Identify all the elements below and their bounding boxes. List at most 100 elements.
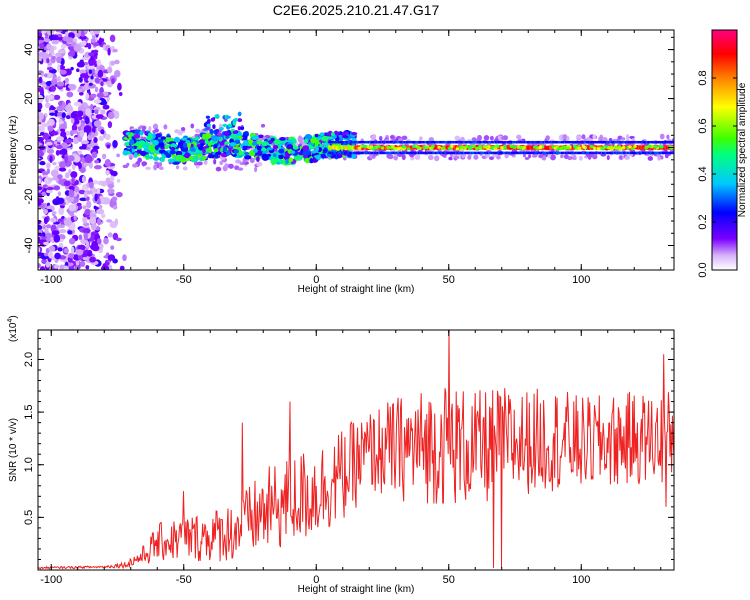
spectrogram-cell	[272, 153, 277, 158]
spectrogram-cell	[251, 135, 259, 141]
spectrogram-cell	[40, 221, 45, 227]
spectrogram-cell	[647, 156, 654, 161]
spectrogram-cell	[114, 218, 119, 226]
spectrogram-cell	[61, 112, 66, 119]
spectrogram-cell	[288, 157, 294, 163]
spectrogram-cell	[428, 137, 434, 142]
spectrogram-cell	[48, 120, 53, 128]
spectrogram-cell	[67, 230, 73, 235]
spectrogram-cell	[87, 42, 92, 50]
spectrogram-cell	[617, 135, 623, 140]
spectrogram-cell	[92, 49, 99, 54]
spectrogram-cell	[78, 91, 84, 96]
spectrogram-cell	[153, 164, 158, 171]
spectrogram-cell	[137, 126, 141, 130]
spectrogram-cell	[390, 144, 395, 149]
spectrogram-cell	[46, 168, 50, 175]
spectrogram-cell	[76, 68, 80, 73]
spectrogram-cell	[93, 205, 97, 210]
spectrogram-cell	[83, 162, 90, 167]
spectrogram-cell	[46, 148, 55, 154]
spectrogram-cell	[315, 154, 322, 160]
spectrogram-cell	[628, 145, 632, 149]
spectrogram-cell	[233, 117, 239, 122]
spectrogram-cell	[468, 147, 472, 151]
spectrogram-cell	[237, 167, 244, 171]
spectrogram-cell	[524, 156, 530, 161]
spectrogram-cell	[531, 154, 538, 158]
spectrogram-cell	[101, 265, 110, 270]
spectrogram-cell	[369, 145, 374, 149]
spectrogram-cell	[207, 142, 212, 147]
colorbar-tick-label: 0.0	[697, 262, 709, 277]
spectrogram-cell	[330, 132, 335, 137]
spectrogram-cell	[45, 102, 51, 109]
spectrogram-cell	[516, 145, 521, 149]
spectrogram-cell	[160, 136, 167, 140]
spectrogram-cell	[401, 145, 406, 149]
spectrogram-cell	[79, 260, 86, 267]
spectrogram-cell	[407, 147, 411, 151]
snr-panel: -100 -50 0 50 100 0.5 1.0 1.5 2.0 Height of str…	[7, 315, 675, 595]
spectrogram-cell	[71, 176, 75, 185]
spectrogram-cell	[90, 38, 96, 44]
spectrogram-cell	[200, 143, 205, 147]
spectrogram-cell	[100, 213, 106, 219]
spectrogram-cell	[297, 136, 304, 142]
spectrogram-cell	[78, 234, 83, 241]
spectrogram-cell	[68, 204, 77, 212]
spectrogram-cell	[82, 228, 91, 234]
spectrogram-cell	[219, 126, 224, 131]
spectrogram-cell	[46, 30, 55, 36]
spectrogram-cell	[115, 191, 123, 198]
spectrogram-cell	[58, 167, 67, 172]
spectrogram-cell	[266, 147, 274, 151]
spectrogram-frame	[37, 29, 675, 271]
spectrogram-cell	[578, 155, 583, 161]
spectrogram-cell	[556, 147, 561, 151]
spectrogram-cell	[100, 81, 104, 87]
spectrogram-cell	[62, 265, 69, 270]
colorbar-ticks: 0.0 0.2 0.4 0.6 0.8	[697, 70, 737, 278]
spectrogram-cell	[58, 207, 65, 216]
spectrogram-cell	[56, 81, 64, 87]
spectrogram-cell	[562, 134, 568, 140]
spectrogram-cell	[38, 30, 42, 33]
spectrogram-cell	[152, 123, 159, 130]
spectrogram-cell	[96, 238, 102, 245]
snr-series-line	[38, 330, 674, 570]
spectrogram-cell	[70, 246, 75, 254]
spectrogram-y-tick-label: -20	[23, 189, 35, 205]
spectrogram-cell	[173, 136, 181, 143]
spectrogram-cell	[207, 154, 215, 159]
spectrogram-cell	[105, 261, 110, 266]
spectrogram-cell	[184, 152, 191, 159]
spectrogram-cell	[148, 126, 152, 132]
spectrogram-cell	[323, 147, 328, 153]
spectrogram-cell	[621, 137, 626, 141]
spectrogram-cell	[57, 33, 63, 38]
spectrogram-cell	[90, 140, 95, 148]
spectrogram-cell	[58, 228, 67, 234]
spectrogram-cell	[77, 205, 83, 210]
spectrogram-cell	[78, 76, 83, 83]
spectrogram-cell	[38, 70, 44, 74]
spectrogram-cell	[38, 119, 42, 123]
spectrogram-cell	[247, 139, 254, 145]
spectrogram-cell	[202, 133, 206, 140]
spectrogram-cell	[194, 136, 200, 141]
spectrogram-cell	[106, 219, 113, 223]
spectrogram-cell	[193, 161, 198, 166]
spectrogram-cell	[41, 235, 47, 240]
spectrogram-cell	[606, 155, 610, 161]
spectrogram-cell	[427, 154, 434, 161]
snr-x-tick-label: 50	[443, 574, 455, 586]
spectrogram-cell	[50, 169, 59, 177]
spectrogram-cell	[262, 156, 269, 161]
spectrogram-image	[38, 30, 674, 270]
spectrogram-cell	[46, 162, 51, 169]
spectrogram-cell	[79, 167, 86, 174]
spectrogram-cell	[55, 199, 62, 205]
colorbar-label: Normalized spectral amplitude	[737, 82, 748, 217]
spectrogram-cell	[92, 73, 99, 78]
